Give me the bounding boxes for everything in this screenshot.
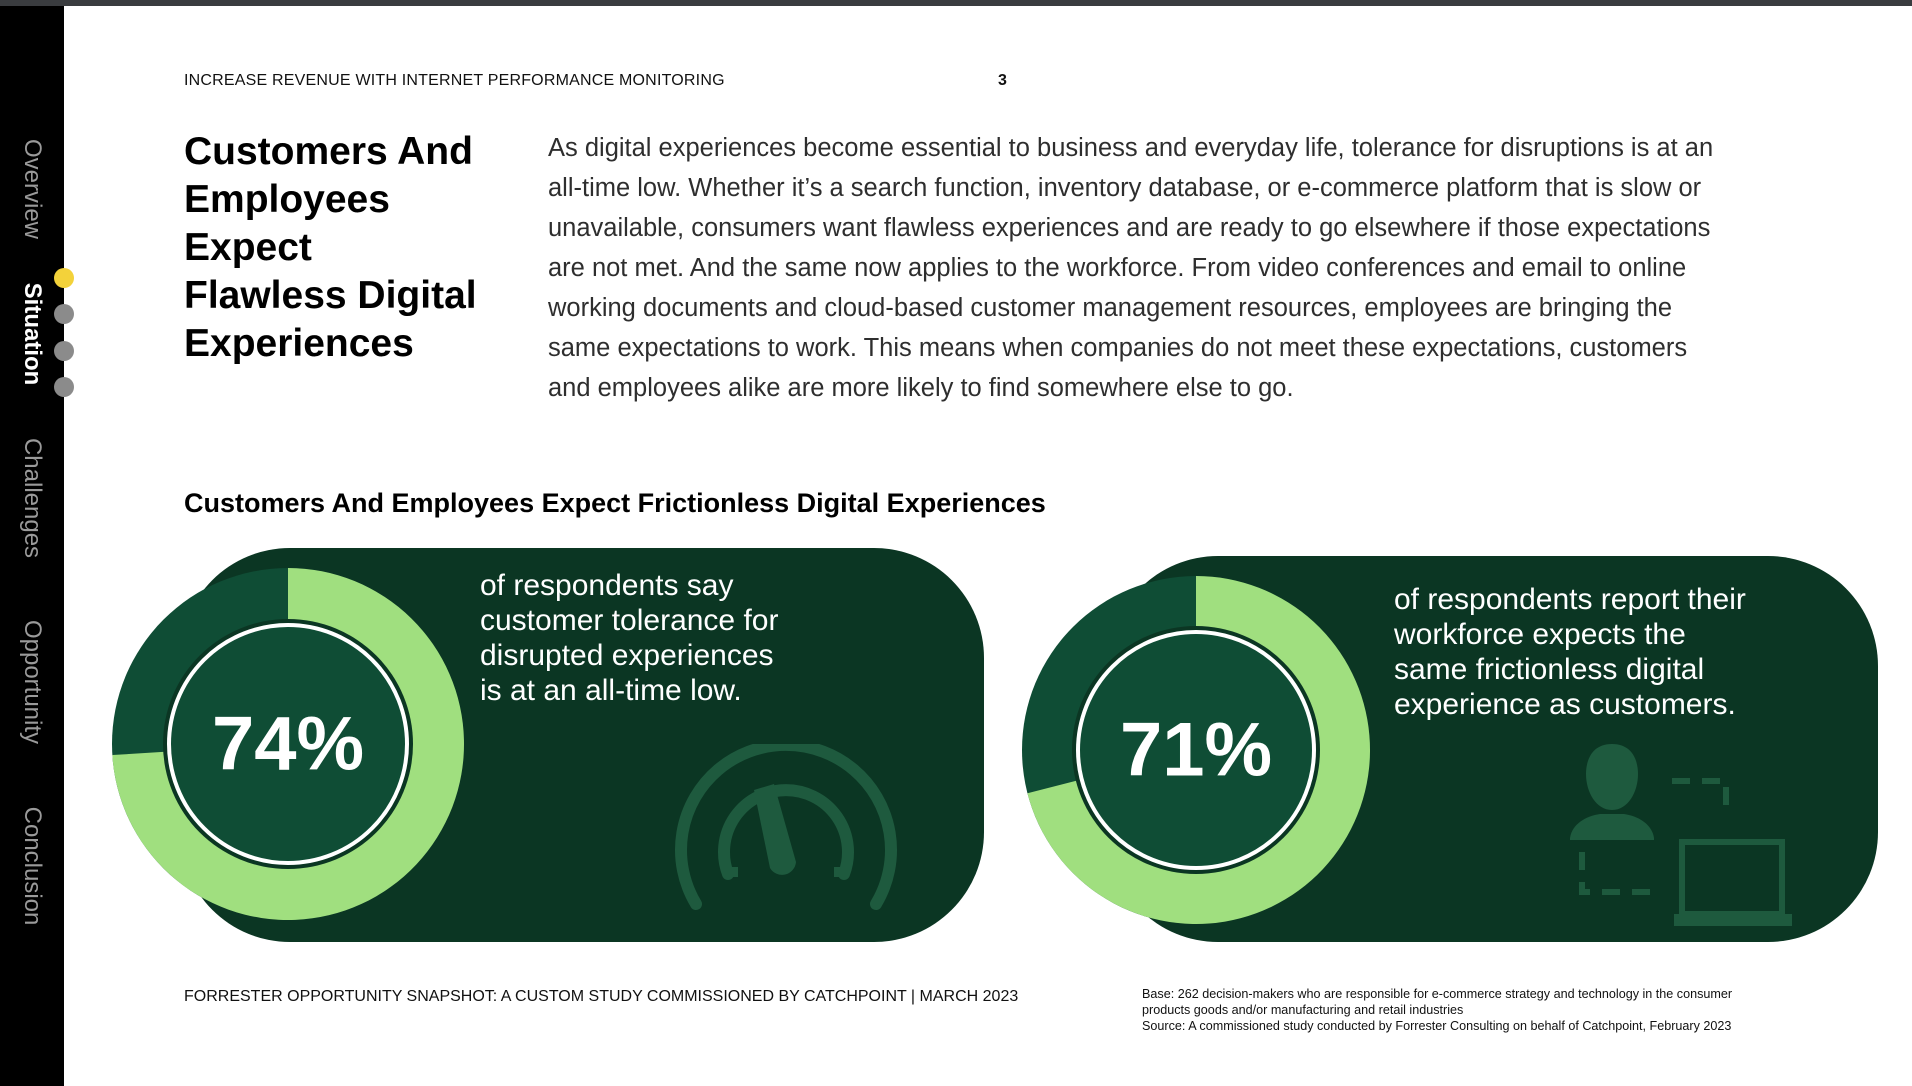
stat-text-line: of respondents say [480,569,734,602]
donut-inner-circle [167,623,409,865]
stat-text-line: same frictionless digital [1394,653,1705,686]
stat-description: of respondents report their workforce ex… [1394,582,1746,722]
stat-text-line: workforce expects the [1394,618,1686,651]
section-title: Customers And Employees Expect Frictionl… [184,488,1046,518]
intro-paragraph: As digital experiences become essential … [548,128,1798,408]
heading-line: Experiences [184,322,414,365]
nav-item-challenges[interactable]: Challenges [19,437,46,559]
stat-text-line: customer tolerance for [480,604,779,637]
intro-line: are not met. And the same now applies to… [548,254,1687,282]
page-number: 3 [998,72,1007,89]
nav-item-situation[interactable]: Situation [19,282,46,386]
page-dot-2[interactable] [54,304,74,324]
intro-line: working documents and cloud-based custom… [548,294,1673,322]
intro-line: As digital experiences become essential … [548,134,1714,162]
donut-inner-circle [1076,630,1316,870]
stat-value: 74% [212,702,364,787]
footer-source-label: FORRESTER OPPORTUNITY SNAPSHOT: A CUSTOM… [184,988,1019,1005]
heading-line: Expect [184,226,312,269]
page-dot-3[interactable] [54,341,74,361]
donut-chart-workforce: 71% [1022,576,1371,924]
nav-item-overview[interactable]: Overview [19,138,46,240]
intro-line: unavailable, consumers want flawless exp… [548,214,1711,242]
intro-line: same expectations to work. This means wh… [548,334,1688,362]
footer-note-line: products goods and/or manufacturing and … [1142,1003,1464,1017]
stat-text-line: experience as customers. [1394,688,1736,721]
footer-base-note: Base: 262 decision-makers who are respon… [1142,986,1822,1034]
sidebar-nav: Overview Situation Challenges Opportunit… [0,6,64,1086]
page-dot-4[interactable] [54,377,74,397]
nav-item-opportunity[interactable]: Opportunity [19,619,46,745]
footer-note-line: Base: 262 decision-makers who are respon… [1142,987,1733,1001]
heading-line: Employees [184,178,390,221]
heading-line: Customers And [184,130,473,173]
stat-text-line: disrupted experiences [480,639,774,672]
page-heading: Customers And Employees Expect Flawless … [184,128,514,368]
footer-note-line: Source: A commissioned study conducted b… [1142,1019,1732,1033]
heading-line: Flawless Digital [184,274,477,317]
stat-description: of respondents say customer tolerance fo… [480,568,778,708]
top-bar [0,0,1912,6]
speedometer-icon [675,744,897,910]
stat-text-line: of respondents report their [1394,583,1746,616]
intro-line: and employees alike are more likely to f… [548,374,1294,402]
nav-item-conclusion[interactable]: Conclusion [19,806,46,926]
intro-line: all-time low. Whether it’s a search func… [548,174,1702,202]
stat-text-line: is at an all-time low. [480,674,742,707]
document-header-title: INCREASE REVENUE WITH INTERNET PERFORMAN… [184,72,725,89]
donut-chart-customers: 74% [112,568,465,920]
page-dot-1-active[interactable] [54,268,74,288]
person-laptop-icon [1570,744,1792,926]
stat-value: 71% [1120,708,1272,793]
